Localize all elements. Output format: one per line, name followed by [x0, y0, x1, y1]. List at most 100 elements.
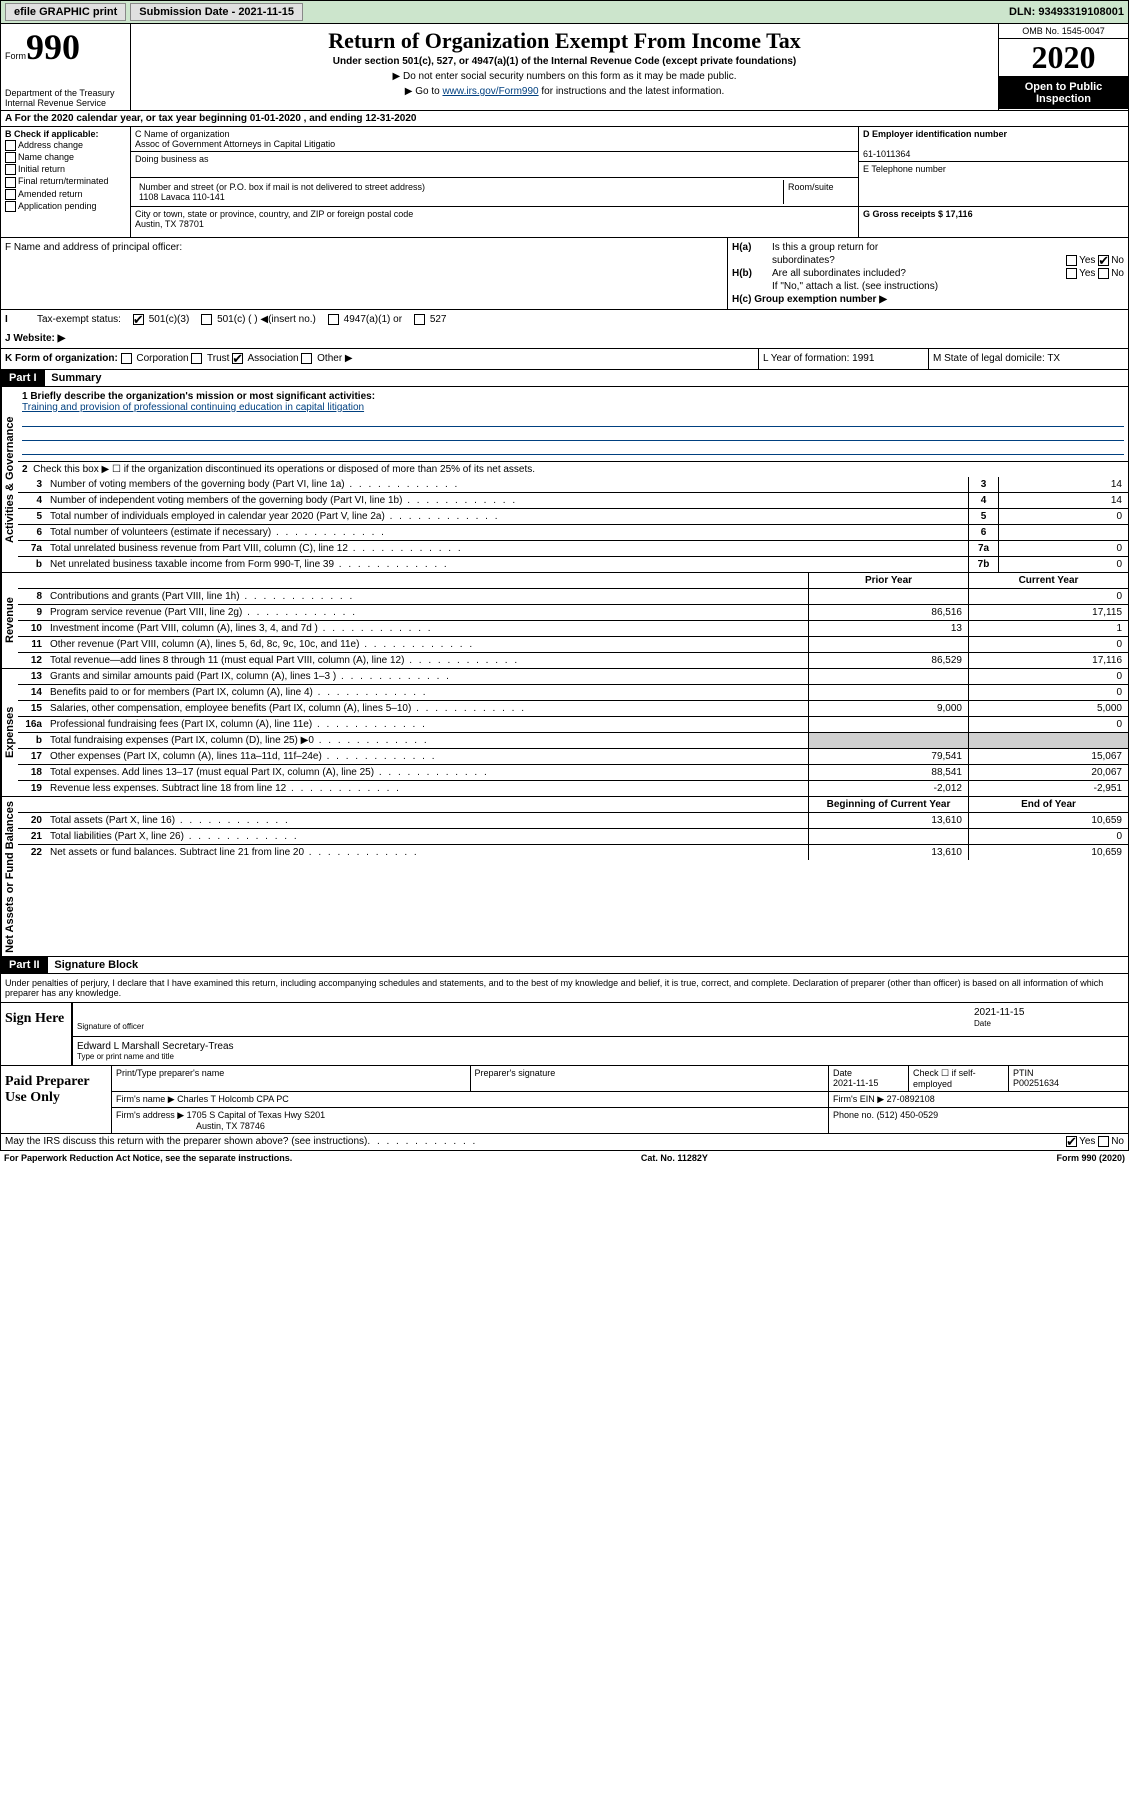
- topbar: efile GRAPHIC print Submission Date - 20…: [0, 0, 1129, 24]
- part2-badge: Part II: [1, 957, 48, 973]
- cat-no: Cat. No. 11282Y: [292, 1153, 1056, 1163]
- part1-header-row: Part I Summary: [0, 370, 1129, 387]
- officer-name: Edward L Marshall Secretary-Treas: [77, 1041, 1124, 1052]
- sig-date: 2021-11-15: [974, 1007, 1024, 1018]
- room-suite-label: Room/suite: [784, 180, 854, 204]
- hb-text: Are all subordinates included?: [772, 268, 906, 279]
- phone-label: E Telephone number: [863, 164, 946, 174]
- discuss-row: May the IRS discuss this return with the…: [0, 1134, 1129, 1150]
- ptin-value: P00251634: [1013, 1078, 1059, 1088]
- firm-addr2: Austin, TX 78746: [196, 1121, 265, 1131]
- side-revenue: Revenue: [1, 573, 18, 668]
- paid-preparer-block: Paid Preparer Use Only Print/Type prepar…: [0, 1066, 1129, 1134]
- summary-governance: Activities & Governance 1 Briefly descri…: [0, 387, 1129, 573]
- org-name: Assoc of Government Attorneys in Capital…: [135, 139, 335, 149]
- year-formation: L Year of formation: 1991: [758, 349, 928, 368]
- city-state-zip: Austin, TX 78701: [135, 219, 204, 229]
- row-j-website: J Website: ▶: [0, 329, 1129, 349]
- check-501c3[interactable]: [133, 314, 144, 325]
- ssn-warning: ▶ Do not enter social security numbers o…: [135, 71, 994, 82]
- check-name-change[interactable]: Name change: [5, 152, 126, 163]
- check-amended-return[interactable]: Amended return: [5, 189, 126, 200]
- check-other[interactable]: [301, 353, 312, 364]
- dept-label: Department of the Treasury: [5, 88, 126, 98]
- discuss-yes[interactable]: [1066, 1136, 1077, 1147]
- street-address: 1108 Lavaca 110-141: [139, 192, 225, 202]
- section-b-label: B Check if applicable:: [5, 129, 99, 139]
- efile-button[interactable]: efile GRAPHIC print: [5, 3, 126, 21]
- form-header: Form990 Department of the Treasury Inter…: [0, 24, 1129, 111]
- section-fh: F Name and address of principal officer:…: [0, 238, 1129, 310]
- check-final-return[interactable]: Final return/terminated: [5, 176, 126, 187]
- self-employed-check[interactable]: Check ☐ if self-employed: [908, 1066, 1008, 1091]
- row-a-tax-year: A For the 2020 calendar year, or tax yea…: [0, 111, 1129, 127]
- prep-date: 2021-11-15: [833, 1078, 878, 1088]
- discuss-no[interactable]: [1098, 1136, 1109, 1147]
- footer: For Paperwork Reduction Act Notice, see …: [0, 1151, 1129, 1165]
- row-klm: K Form of organization: Corporation Trus…: [0, 349, 1129, 369]
- check-application-pending[interactable]: Application pending: [5, 201, 126, 212]
- row-i-tax-exempt: I Tax-exempt status: 501(c)(3) 501(c) ( …: [0, 310, 1129, 329]
- submission-date-button[interactable]: Submission Date - 2021-11-15: [130, 3, 303, 21]
- type-name-label: Type or print name and title: [77, 1052, 1124, 1061]
- mission-text: Training and provision of professional c…: [22, 402, 1124, 413]
- paid-prep-label: Paid Preparer Use Only: [1, 1066, 111, 1133]
- sign-here-block: Sign Here Signature of officer 2021-11-1…: [0, 1003, 1129, 1066]
- hb-note: If "No," attach a list. (see instruction…: [772, 281, 938, 292]
- summary-revenue: Revenue Prior Year Current Year 8Contrib…: [0, 573, 1129, 669]
- line2-text: Check this box ▶ ☐ if the organization d…: [33, 464, 535, 475]
- part1-badge: Part I: [1, 370, 45, 386]
- city-label: City or town, state or province, country…: [135, 209, 413, 219]
- omb-number: OMB No. 1545-0047: [999, 24, 1128, 39]
- prior-year-header: Prior Year: [808, 573, 968, 588]
- open-public-badge: Open to Public Inspection: [999, 77, 1128, 109]
- check-association[interactable]: [232, 353, 243, 364]
- firm-phone: (512) 450-0529: [877, 1110, 939, 1120]
- section-bcd: B Check if applicable: Address change Na…: [0, 127, 1129, 238]
- form-footer: Form 990 (2020): [1056, 1153, 1125, 1163]
- dln-label: DLN: 93493319108001: [1009, 6, 1124, 18]
- state-domicile: M State of legal domicile: TX: [928, 349, 1128, 368]
- gross-receipts: G Gross receipts $ 17,116: [863, 209, 973, 219]
- begin-year-header: Beginning of Current Year: [808, 797, 968, 812]
- ein-value: 61-1011364: [863, 149, 910, 159]
- summary-expenses: Expenses 13Grants and similar amounts pa…: [0, 669, 1129, 797]
- line1-label: 1 Briefly describe the organization's mi…: [22, 391, 375, 402]
- hc-text: H(c) Group exemption number ▶: [732, 294, 887, 305]
- form-prefix: Form: [5, 51, 26, 61]
- firm-name: Charles T Holcomb CPA PC: [177, 1094, 289, 1104]
- check-address-change[interactable]: Address change: [5, 140, 126, 151]
- tax-exempt-label: Tax-exempt status:: [37, 314, 121, 325]
- paperwork-notice: For Paperwork Reduction Act Notice, see …: [4, 1153, 292, 1163]
- date-label: Date: [974, 1019, 991, 1028]
- irs-label: Internal Revenue Service: [5, 98, 126, 108]
- check-initial-return[interactable]: Initial return: [5, 164, 126, 175]
- part1-title: Summary: [47, 370, 105, 386]
- check-corporation[interactable]: [121, 353, 132, 364]
- ein-label: D Employer identification number: [863, 129, 1007, 139]
- part2-title: Signature Block: [50, 957, 142, 973]
- ha-text: Is this a group return for: [772, 242, 878, 253]
- side-governance: Activities & Governance: [1, 387, 18, 572]
- check-trust[interactable]: [191, 353, 202, 364]
- check-501c[interactable]: [201, 314, 212, 325]
- check-4947[interactable]: [328, 314, 339, 325]
- prep-name-label: Print/Type preparer's name: [111, 1066, 470, 1091]
- form-title: Return of Organization Exempt From Incom…: [135, 28, 994, 54]
- irs-link[interactable]: www.irs.gov/Form990: [442, 86, 538, 97]
- part2-header-row: Part II Signature Block: [0, 957, 1129, 974]
- form-org-label: K Form of organization:: [5, 354, 118, 365]
- discuss-text: May the IRS discuss this return with the…: [5, 1136, 367, 1147]
- sig-officer-label: Signature of officer: [77, 1022, 144, 1031]
- firm-ein: 27-0892108: [887, 1094, 935, 1104]
- side-netassets: Net Assets or Fund Balances: [1, 797, 18, 957]
- tax-year: 2020: [999, 39, 1128, 77]
- sign-here-label: Sign Here: [1, 1003, 71, 1065]
- goto-post: for instructions and the latest informat…: [539, 86, 725, 97]
- form-number: 990: [26, 27, 80, 67]
- summary-netassets: Net Assets or Fund Balances Beginning of…: [0, 797, 1129, 958]
- addr-label: Number and street (or P.O. box if mail i…: [139, 182, 425, 192]
- check-527[interactable]: [414, 314, 425, 325]
- penalty-statement: Under penalties of perjury, I declare th…: [0, 974, 1129, 1003]
- goto-pre: ▶ Go to: [405, 86, 443, 97]
